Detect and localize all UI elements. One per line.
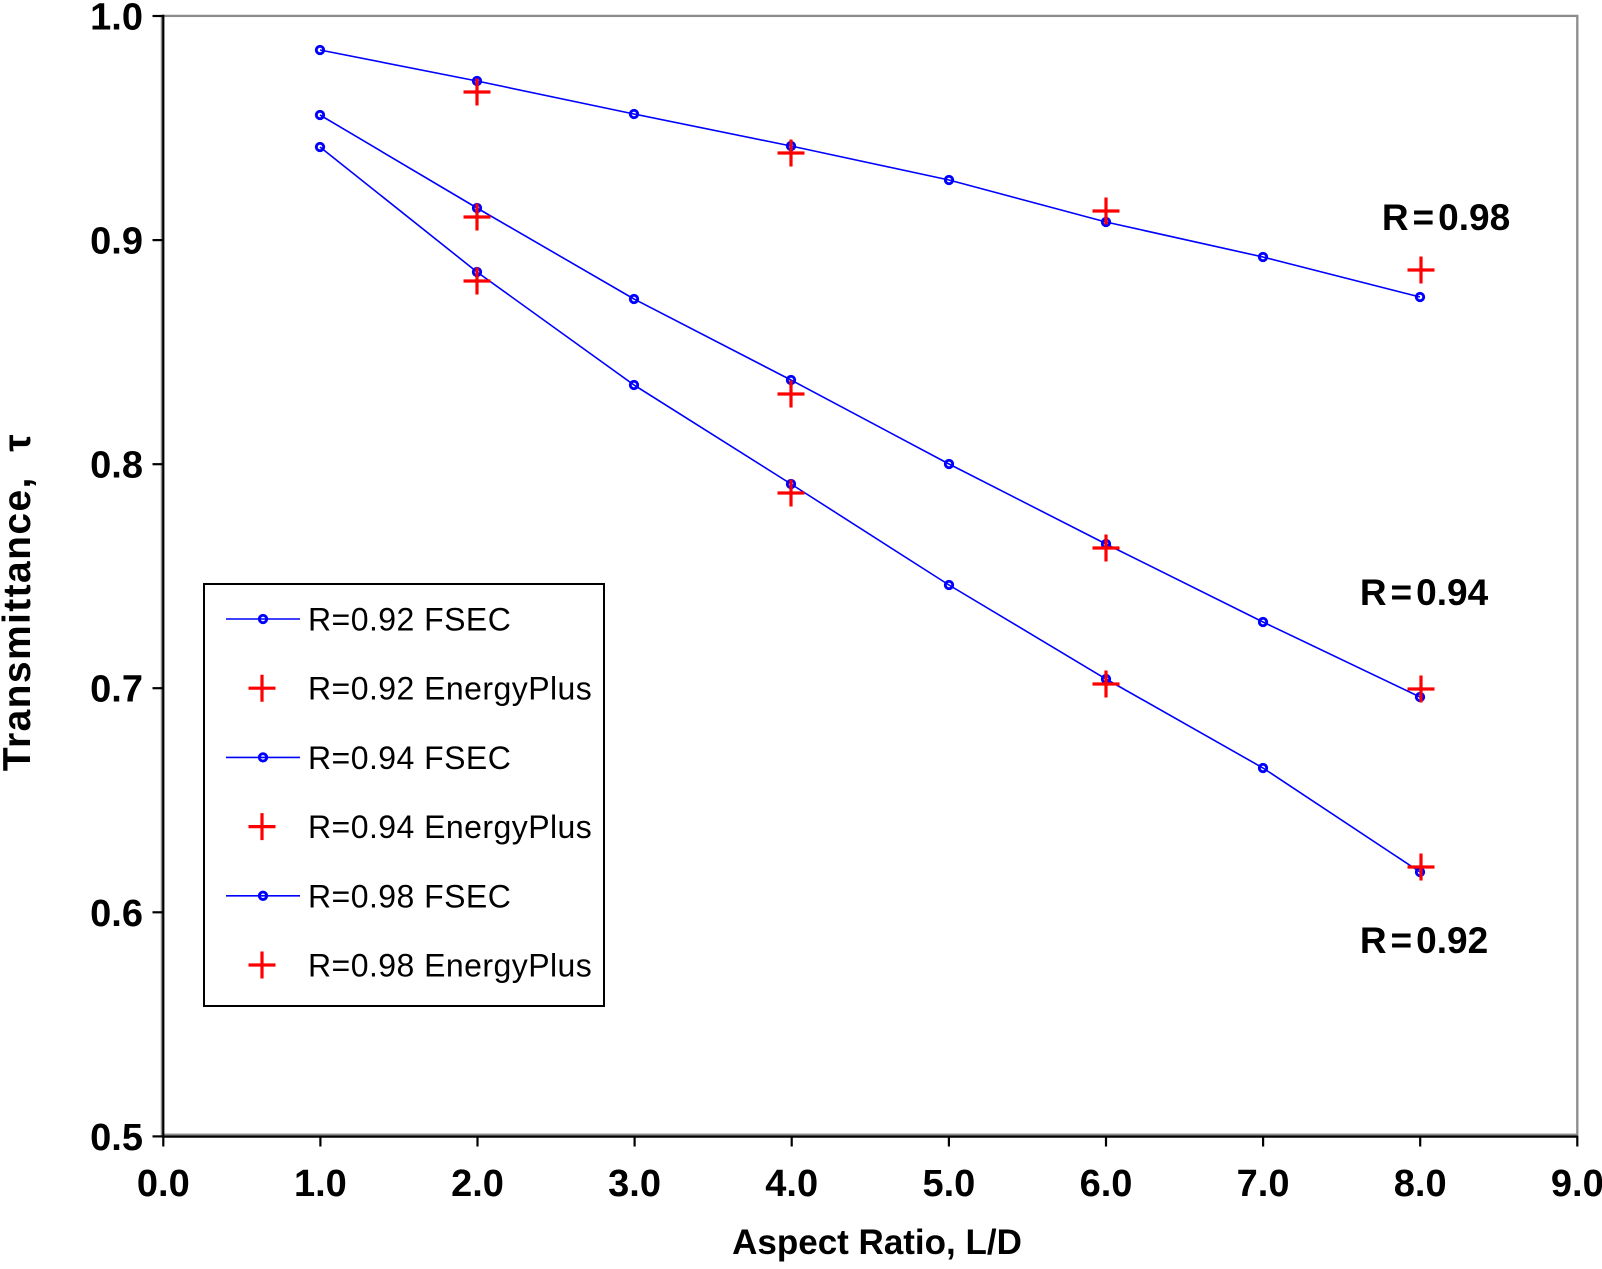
svg-text:0.7: 0.7	[90, 669, 143, 711]
svg-text:R=0.94 EnergyPlus: R=0.94 EnergyPlus	[308, 809, 592, 845]
svg-text:R=0.94 FSEC: R=0.94 FSEC	[308, 740, 511, 776]
svg-text:R=0.98 EnergyPlus: R=0.98 EnergyPlus	[308, 948, 592, 984]
svg-text:1.0: 1.0	[90, 0, 143, 39]
svg-text:Aspect Ratio, L/D: Aspect Ratio, L/D	[732, 1223, 1022, 1262]
svg-text:R=0.92: R = 0.92	[1360, 920, 1488, 961]
svg-text:Transmittance, τ: Transmittance, τ	[0, 433, 39, 771]
svg-text:2.0: 2.0	[451, 1163, 504, 1205]
svg-text:0.5: 0.5	[90, 1117, 143, 1159]
svg-text:0.9: 0.9	[90, 221, 143, 263]
svg-text:3.0: 3.0	[608, 1163, 661, 1205]
svg-text:R=0.98: R = 0.98	[1382, 197, 1510, 238]
svg-text:0.8: 0.8	[90, 445, 143, 487]
svg-text:R=0.92 FSEC: R=0.92 FSEC	[308, 602, 511, 638]
svg-text:9.0: 9.0	[1551, 1163, 1602, 1205]
svg-text:4.0: 4.0	[765, 1163, 818, 1205]
svg-text:0.0: 0.0	[137, 1163, 190, 1205]
svg-text:8.0: 8.0	[1394, 1163, 1447, 1205]
svg-text:7.0: 7.0	[1237, 1163, 1290, 1205]
svg-text:0.6: 0.6	[90, 893, 143, 935]
svg-text:6.0: 6.0	[1080, 1163, 1133, 1205]
svg-text:R=0.92 EnergyPlus: R=0.92 EnergyPlus	[308, 671, 592, 707]
svg-text:5.0: 5.0	[922, 1163, 975, 1205]
svg-text:R=0.98 FSEC: R=0.98 FSEC	[308, 878, 511, 914]
svg-text:1.0: 1.0	[294, 1163, 347, 1205]
svg-text:R=0.94: R = 0.94	[1360, 572, 1489, 613]
